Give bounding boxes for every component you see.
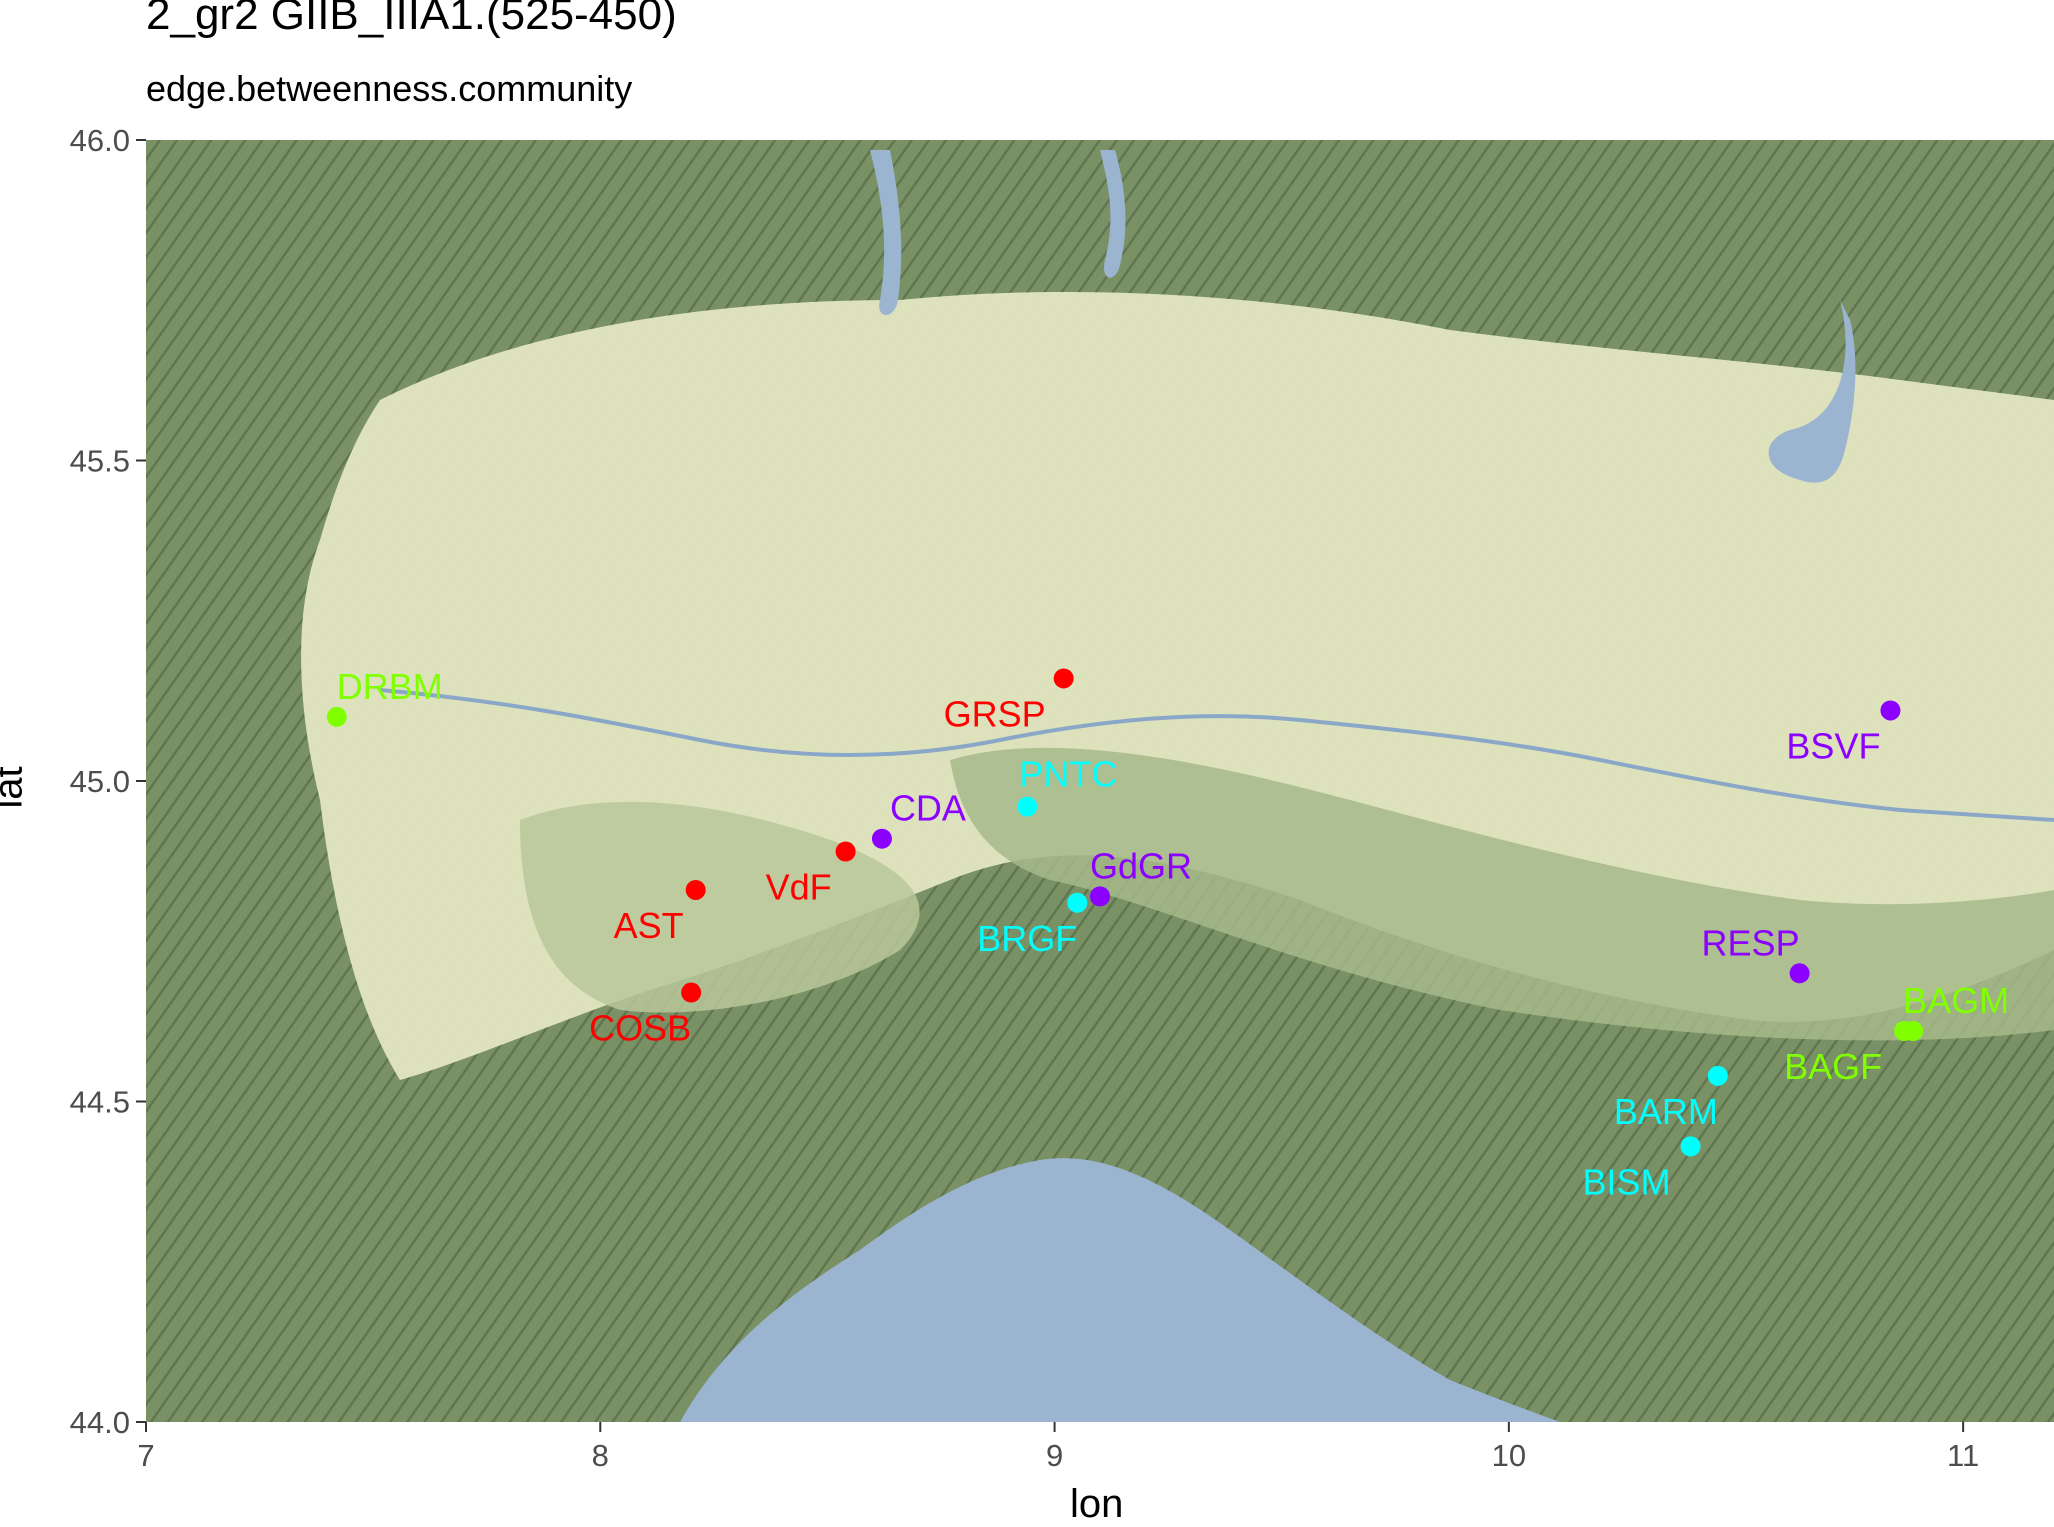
plot-subtitle: edge.betweenness.community (146, 68, 633, 109)
point-label-bsvf: BSVF (1786, 725, 1880, 766)
ligurian-sea (680, 1158, 1560, 1422)
y-tick-label: 45.5 (70, 444, 130, 479)
hills-langhe (520, 801, 920, 1013)
x-axis: 7 8 9 10 11 (137, 1422, 1979, 1473)
point-bsvf (1880, 700, 1901, 721)
point-label-cosb: COSB (589, 1008, 691, 1049)
point-bagf (1894, 1020, 1915, 1041)
basemap (146, 140, 2054, 1422)
y-tick-label: 46.0 (70, 123, 130, 158)
point-label-grsp: GRSP (944, 693, 1046, 734)
y-tick-label: 45.0 (70, 764, 130, 799)
point-label-bagm: BAGM (1903, 980, 2009, 1021)
x-tick-label: 11 (1947, 1438, 1979, 1473)
point-drbm (326, 706, 347, 727)
point-label-resp: RESP (1702, 922, 1800, 963)
point-label-bagf: BAGF (1784, 1046, 1882, 1087)
x-tick-label: 10 (1492, 1438, 1526, 1473)
point-brgf (1067, 892, 1088, 913)
data-points: DRBM GRSP PNTC CDA VdF AST GdGR BRGF COSB BSVF RES… (326, 666, 2009, 1202)
point-label-bism: BISM (1583, 1161, 1671, 1202)
x-axis-label: lon (1070, 1482, 1124, 1526)
point-grsp (1053, 668, 1074, 689)
x-tick-label: 8 (592, 1438, 609, 1473)
lake-maggiore (870, 150, 902, 315)
point-cosb (681, 982, 702, 1003)
x-tick-label: 7 (137, 1438, 154, 1473)
lake-garda (1768, 300, 1856, 483)
x-tick-label: 9 (1046, 1438, 1063, 1473)
point-bism (1680, 1136, 1701, 1157)
point-label-vdf: VdF (766, 867, 832, 908)
point-label-barm: BARM (1614, 1091, 1718, 1132)
point-label-gdgr: GdGR (1090, 845, 1192, 886)
plot-title: 2_gr2 GIIB_IIIA1.(525-450) (146, 0, 677, 39)
y-tick-label: 44.0 (70, 1405, 130, 1440)
point-label-drbm: DRBM (337, 666, 443, 707)
lake-como (1100, 150, 1126, 278)
hills-south (950, 747, 2054, 1041)
point-gdgr (1090, 886, 1110, 907)
point-pntc (1017, 796, 1038, 817)
point-vdf (835, 841, 856, 862)
y-axis-label: lat (0, 766, 31, 809)
point-label-brgf: BRGF (977, 918, 1077, 959)
point-label-pntc: PNTC (1019, 754, 1117, 795)
y-axis: 44.0 44.5 45.0 45.5 46.0 (70, 123, 146, 1440)
point-barm (1707, 1065, 1728, 1086)
y-tick-label: 44.5 (70, 1085, 130, 1120)
po-river (379, 688, 2054, 822)
point-label-cda: CDA (890, 788, 966, 829)
point-resp (1789, 963, 1810, 984)
point-ast (685, 879, 706, 900)
point-cda (871, 828, 892, 849)
point-label-ast: AST (614, 905, 684, 946)
